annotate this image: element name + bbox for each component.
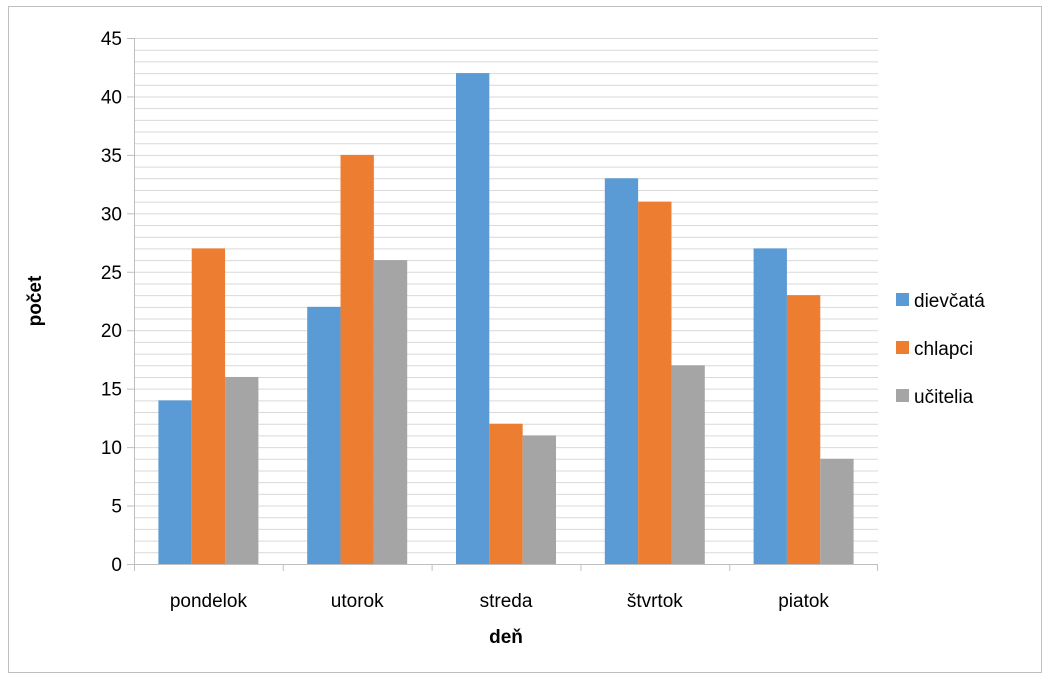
- x-tick-label: streda: [480, 591, 533, 612]
- bar: [786, 295, 821, 564]
- legend-label: chlapci: [914, 339, 973, 360]
- legend-label: dievčatá: [914, 291, 985, 312]
- bar: [604, 178, 639, 564]
- y-axis-title: počet: [25, 275, 46, 326]
- bar: [456, 73, 490, 565]
- y-tick-label: 15: [101, 380, 122, 401]
- bar: [225, 376, 259, 564]
- y-tick-label: 10: [101, 438, 122, 459]
- bar: [753, 248, 787, 564]
- y-tick-label: 0: [111, 555, 122, 576]
- bar: [373, 260, 408, 564]
- x-tick-label: piatok: [778, 591, 829, 612]
- y-tick-label: 5: [111, 497, 122, 518]
- x-axis-title: deň: [489, 627, 523, 648]
- bar: [638, 201, 672, 564]
- bar: [340, 154, 374, 564]
- y-tick-label: 20: [101, 321, 122, 342]
- bar: [820, 458, 854, 564]
- x-tick-label: utorok: [331, 591, 384, 612]
- x-tick-label: pondelok: [170, 591, 248, 612]
- legend-swatch: [896, 293, 909, 306]
- y-tick-label: 40: [101, 87, 122, 108]
- bar: [522, 435, 556, 564]
- y-tick-label: 25: [101, 263, 122, 284]
- chart-border: [8, 6, 1042, 673]
- bars: [158, 73, 854, 565]
- legend: dievčatá chlapci učitelia: [896, 291, 985, 408]
- bar: [671, 365, 705, 564]
- bar: [191, 248, 226, 564]
- y-tick-label: 45: [101, 29, 122, 50]
- x-tick-label: štvrtok: [627, 591, 683, 612]
- legend-swatch: [896, 389, 909, 402]
- bar: [489, 423, 523, 564]
- axes: [127, 38, 878, 571]
- tick-labels: 0 5 10 15 20 25 30 35 40 45 pondelok utorok streda št…: [101, 29, 830, 612]
- bar: [307, 306, 341, 564]
- legend-label: učitelia: [914, 387, 974, 408]
- bar: [158, 400, 192, 564]
- y-tick-label: 35: [101, 146, 122, 167]
- y-tick-label: 30: [101, 204, 122, 225]
- legend-swatch: [896, 341, 909, 354]
